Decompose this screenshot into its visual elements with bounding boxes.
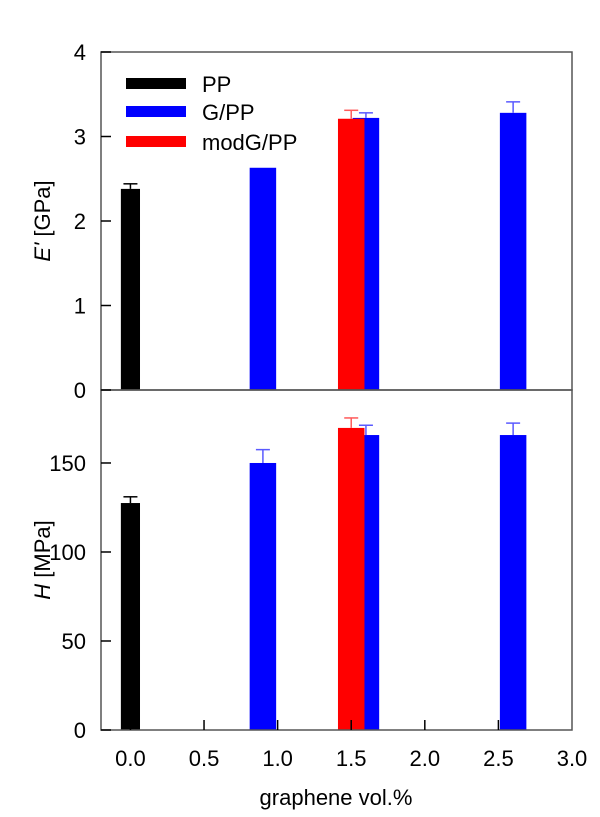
top-y-axis-unit: [GPa] [30, 180, 55, 242]
legend-swatch-gpp [126, 106, 186, 117]
bottom-y-axis-unit: [MPa] [30, 520, 55, 584]
bar-gpp-0.9 [249, 167, 277, 390]
y-tick-label: 50 [62, 629, 86, 654]
bar-modgpp-1.5 [337, 427, 365, 730]
bottom-panel-bars [120, 417, 527, 730]
x-axis-title: graphene vol.% [260, 785, 413, 810]
legend: PP G/PP modG/PP [126, 72, 297, 155]
y-tick-label: 4 [74, 40, 86, 65]
legend-label-modgpp: modG/PP [202, 130, 297, 155]
x-tick-label: 0.0 [115, 746, 146, 771]
bottom-panel-frame [100, 389, 573, 731]
bottom-y-axis-symbol: H [30, 584, 55, 600]
bar-gpp-2.6 [499, 435, 527, 730]
top-y-axis-title: E' [GPa] [30, 180, 55, 261]
x-tick-label: 1.5 [336, 746, 367, 771]
bar-gpp-0.9 [249, 462, 277, 730]
top-y-axis: 0 1 2 3 4 [74, 40, 111, 403]
bar-gpp-2.6 [499, 112, 527, 390]
y-tick-label: 3 [74, 125, 86, 150]
y-tick-label: 1 [74, 294, 86, 319]
x-axis: 0.0 0.5 1.0 1.5 2.0 2.5 3.0 [115, 720, 587, 771]
x-tick-label: 0.5 [189, 746, 220, 771]
y-tick-label: 0 [74, 718, 86, 743]
y-tick-label: 0 [74, 378, 86, 403]
legend-swatch-modgpp [126, 136, 186, 147]
bar-pp-0 [120, 188, 141, 390]
y-tick-label: 100 [49, 540, 86, 565]
x-tick-label: 1.0 [262, 746, 293, 771]
legend-swatch-pp [126, 78, 186, 89]
bottom-y-axis-title: H [MPa] [30, 520, 55, 599]
y-tick-label: 150 [49, 451, 86, 476]
x-tick-label: 2.5 [483, 746, 514, 771]
bottom-y-axis: 0 50 100 150 [49, 451, 111, 743]
top-y-axis-symbol: E' [30, 242, 55, 262]
x-tick-label: 2.0 [410, 746, 441, 771]
y-tick-label: 2 [74, 209, 86, 234]
bar-modgpp-1.5 [337, 118, 365, 390]
legend-label-gpp: G/PP [202, 100, 255, 125]
legend-label-pp: PP [202, 72, 231, 97]
top-panel-bars [120, 101, 527, 390]
x-tick-label: 3.0 [557, 746, 588, 771]
bar-pp-0 [120, 503, 141, 730]
